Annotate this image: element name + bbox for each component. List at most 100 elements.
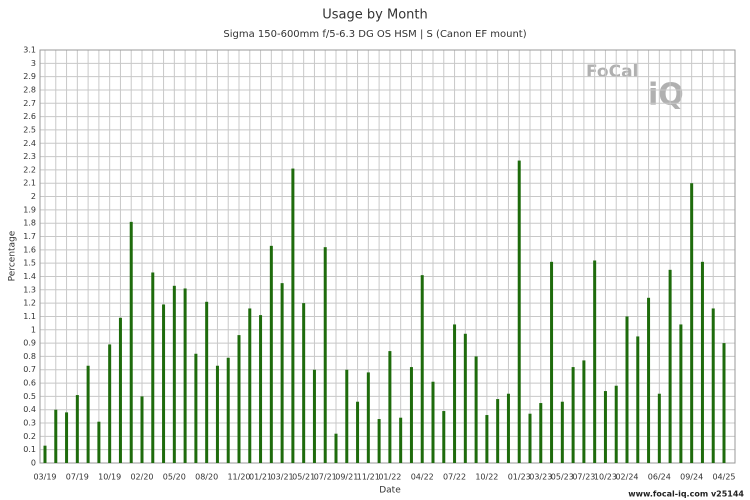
bar [129,221,133,463]
bar [463,333,467,463]
y-tick-label: 2.1 [23,179,36,188]
x-tick-label: 10/23 [594,473,617,482]
bar [485,415,489,463]
footer: www.focal-iq.com v25144 [628,490,744,499]
bar [291,168,295,463]
bar [614,385,618,463]
x-tick-label: 02/20 [130,473,153,482]
bar [711,308,715,463]
bar [647,297,651,463]
x-tick-label: 10/19 [98,473,121,482]
x-tick-label: 07/21 [314,473,337,482]
bar [226,357,230,463]
bar [517,160,521,463]
bar [205,301,209,463]
bar [86,365,90,463]
x-tick-label: 03/23 [529,473,552,482]
x-tick-label: 04/22 [411,473,434,482]
x-tick-label: 08/20 [195,473,218,482]
y-tick-label: 1.1 [23,312,36,321]
bar [657,393,661,463]
bar [442,411,446,463]
x-tick-label: 01/22 [378,473,401,482]
bar [162,304,166,463]
y-axis-label: Percentage [8,230,18,281]
y-tick-label: 0.4 [23,405,36,414]
bar [280,283,284,463]
y-tick-label: 0 [31,459,36,468]
bar [388,351,392,463]
bar [248,308,252,463]
bar [215,365,219,463]
bar [700,261,704,463]
bar [237,335,241,463]
y-tick-label: 0.8 [23,352,36,361]
bar [54,409,58,463]
plot-border [39,49,736,464]
y-tick-label: 0.2 [23,432,36,441]
bar [409,367,413,463]
y-tick-label: 0.9 [23,339,36,348]
bar [550,261,554,463]
bar [420,275,424,463]
chart-title: Usage by Month [322,8,427,23]
x-tick-label: 11/20 [227,473,250,482]
y-tick-label: 1.4 [23,272,36,281]
y-tick-label: 2.2 [23,165,36,174]
bar [172,285,176,463]
x-tick-label: 05/21 [292,473,315,482]
bar [151,272,155,463]
x-tick-label: 07/22 [443,473,466,482]
x-tick-label: 07/19 [66,473,89,482]
y-tick-label: 3 [31,59,36,68]
bar [625,316,629,463]
y-tick-label: 2 [31,192,36,201]
x-tick-label: 05/23 [551,473,574,482]
bar [43,445,47,463]
x-tick-label: 02/24 [615,473,638,482]
x-tick-label: 01/23 [508,473,531,482]
y-tick-label: 1.2 [23,299,36,308]
y-tick-label: 0.1 [23,445,36,454]
bar [582,360,586,463]
bar [474,356,478,463]
logo-text: iQ [648,78,684,113]
y-tick-label: 0.6 [23,379,36,388]
bar [431,381,435,463]
y-tick-label: 0.7 [23,365,36,374]
bar [603,391,607,463]
bar [453,324,457,463]
bar [496,399,500,463]
x-tick-label: 04/25 [712,473,735,482]
x-tick-label: 10/22 [475,473,498,482]
logo-text: FoCal [586,62,638,82]
y-tick-label: 2.9 [23,72,36,81]
bar [636,336,640,463]
bar [312,369,316,463]
bar [679,324,683,463]
bar [75,395,79,463]
y-tick-label: 2.7 [23,99,36,108]
x-tick-label: 07/23 [572,473,595,482]
bar [140,396,144,463]
y-tick-label: 1.3 [23,285,36,294]
bar [118,317,122,463]
bar [560,401,564,463]
footer-bg [632,487,746,499]
y-tick-label: 1 [31,325,36,334]
bar [334,433,338,463]
y-tick-label: 2.3 [23,152,36,161]
bar [366,372,370,463]
x-tick-label: 01/21 [249,473,272,482]
bar [506,393,510,463]
y-tick-label: 0.5 [23,392,36,401]
bar [323,247,327,463]
y-tick-label: 3.1 [23,46,36,55]
y-tick-label: 2.5 [23,125,36,134]
x-tick-label: 05/20 [163,473,186,482]
bar [377,419,381,463]
y-tick-label: 1.6 [23,245,36,254]
bar [302,303,306,463]
bar [194,353,198,463]
